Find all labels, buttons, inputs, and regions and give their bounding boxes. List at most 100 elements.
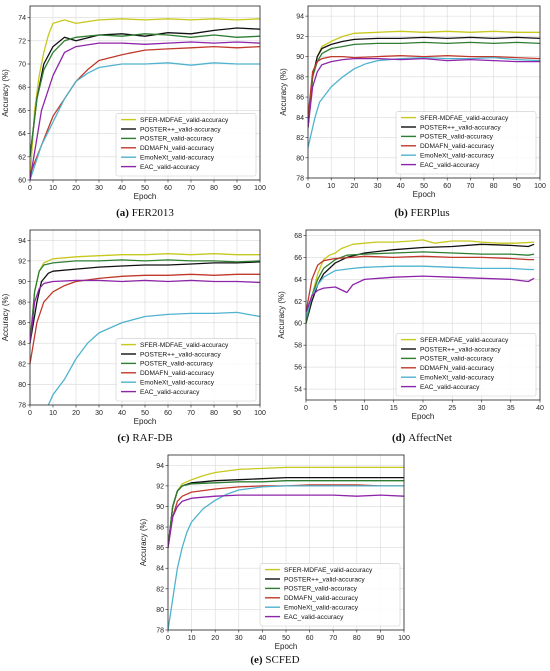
- x-tick-label: 50: [282, 635, 290, 642]
- x-tick-label: 35: [507, 405, 515, 412]
- x-tick-label: 60: [164, 410, 172, 417]
- series-line-poster-valid-accuracy: [308, 36, 540, 128]
- y-tick-label: 88: [296, 74, 304, 81]
- series-line-emonext-valid-accuracy: [168, 485, 404, 630]
- y-tick-label: 66: [18, 108, 26, 115]
- x-tick-label: 40: [259, 635, 267, 642]
- panel-caption-text: FER2013: [132, 207, 175, 219]
- series-line-ddmafn-valid-accuracy: [30, 273, 260, 364]
- x-tick-label: 0: [28, 410, 32, 417]
- y-axis-label: Accuracy (%): [1, 293, 10, 341]
- x-tick-label: 20: [211, 635, 219, 642]
- series-line-poster-valid-accuracy: [30, 27, 260, 157]
- x-tick-label: 70: [467, 183, 475, 190]
- x-tick-label: 30: [235, 635, 243, 642]
- x-tick-label: 0: [306, 183, 310, 190]
- x-tick-label: 50: [141, 410, 149, 417]
- x-tick-label: 80: [490, 183, 498, 190]
- y-tick-label: 82: [156, 586, 164, 593]
- x-tick-label: 20: [351, 183, 359, 190]
- x-tick-label: 30: [95, 185, 103, 192]
- chart-rafdb: 0 10 20 30 40 50 60 70 80 90 100 78 80 82 84 86 88 90 92 94…: [1, 229, 266, 444]
- panel-caption: (d) AffectNet: [392, 432, 452, 444]
- series-line-poster-valid-accuracy: [306, 251, 535, 324]
- panel-caption-letter: (e): [250, 654, 265, 666]
- x-tick-label: 70: [187, 410, 195, 417]
- series-line-ddmafn-valid-accuracy: [308, 54, 540, 118]
- x-tick-label: 30: [374, 183, 382, 190]
- y-tick-label: 64: [18, 131, 26, 138]
- panel-caption: (c) RAF-DB: [117, 432, 172, 444]
- y-tick-label: 92: [296, 34, 304, 41]
- legend-entry: DDMAFN_valid-accuracy: [420, 143, 495, 150]
- legend-entry: EAC_valid-accuracy: [140, 389, 200, 396]
- y-tick-label: 86: [296, 95, 304, 102]
- x-tick-label: 80: [353, 635, 361, 642]
- panel-caption-letter: (b): [394, 207, 410, 219]
- legend: SFER-MDFAE_valid-accuracy POSTER++_valid-…: [395, 111, 537, 175]
- y-tick-label: 82: [296, 135, 304, 142]
- legend-entry: EAC_valid-accuracy: [420, 384, 480, 391]
- y-tick-label: 84: [18, 341, 26, 348]
- x-tick-label: 40: [397, 183, 405, 190]
- y-tick-label: 86: [18, 320, 26, 327]
- y-tick-label: 92: [18, 258, 26, 265]
- legend-entry: POSTER_valid-accuracy: [140, 361, 214, 368]
- series-group: [30, 253, 260, 405]
- series-line-sfer-mdfae-valid-accuracy: [306, 239, 535, 324]
- series-line-ddmafn-valid-accuracy: [30, 45, 260, 175]
- x-tick-label: 60: [164, 185, 172, 192]
- series-line-ddmafn-valid-accuracy: [306, 255, 535, 313]
- x-tick-label: 100: [254, 185, 266, 192]
- legend: SFER-MDFAE_valid-accuracy POSTER++_valid-…: [259, 563, 401, 627]
- x-tick-label: 40: [536, 405, 544, 412]
- legend-entry: DDMAFN_valid-accuracy: [420, 365, 495, 372]
- x-tick-label: 50: [420, 183, 428, 190]
- x-tick-label: 80: [210, 410, 218, 417]
- legend-entry: EAC_valid-accuracy: [140, 164, 200, 171]
- y-tick-label: 80: [156, 607, 164, 614]
- legend-entry: SFER-MDFAE_valid-accuracy: [284, 567, 373, 574]
- y-tick-label: 90: [156, 504, 164, 511]
- x-tick-label: 60: [443, 183, 451, 190]
- y-axis-label: Accuracy (%): [1, 69, 10, 117]
- legend-entry: SFER-MDFAE_valid-accuracy: [140, 117, 229, 124]
- series-line-poster-valid-accuracy: [168, 480, 404, 548]
- x-tick-label: 15: [390, 405, 398, 412]
- x-tick-label: 100: [534, 183, 546, 190]
- x-tick-label: 90: [233, 410, 241, 417]
- x-tick-label: 20: [72, 410, 80, 417]
- series-line-eac-valid-accuracy: [308, 57, 540, 128]
- legend-entry: EAC_valid-accuracy: [284, 614, 344, 621]
- chart-affectnet: 0 5 10 15 20 25 30 35 40 54 56 58 60 62 64 66 68 Epoch Acc…: [277, 229, 544, 444]
- legend-box: [395, 111, 537, 175]
- x-tick-label: 20: [72, 185, 80, 192]
- legend-entry: EAC_valid-accuracy: [420, 162, 480, 169]
- x-axis-label: Epoch: [134, 192, 157, 201]
- y-tick-label: 90: [18, 279, 26, 286]
- y-tick-label: 90: [296, 54, 304, 61]
- series-group: [308, 30, 540, 148]
- legend-entry: POSTER++_valid-accuracy: [140, 351, 221, 358]
- y-tick-label: 56: [294, 365, 302, 372]
- x-tick-label: 25: [448, 405, 456, 412]
- legend: SFER-MDFAE_valid-accuracy POSTER++_valid-…: [115, 113, 257, 177]
- series-line-emonext-valid-accuracy: [30, 62, 260, 180]
- x-tick-label: 30: [95, 410, 103, 417]
- y-tick-label: 92: [156, 483, 164, 490]
- series-line-ddmafn-valid-accuracy: [168, 484, 404, 548]
- y-tick-label: 78: [296, 176, 304, 183]
- legend-entry: POSTER_valid-accuracy: [420, 356, 494, 363]
- x-tick-label: 10: [49, 410, 57, 417]
- chart-scfed: 0 10 20 30 40 50 60 70 80 90 100 78 80 82 84 86 88 90 92 94…: [139, 454, 410, 666]
- legend-entry: EmoNeXt_valid-accuracy: [420, 153, 495, 160]
- y-tick-label: 68: [294, 233, 302, 240]
- legend-entry: DDMAFN_valid-accuracy: [140, 370, 215, 377]
- y-tick-label: 70: [18, 62, 26, 69]
- x-axis-label: Epoch: [275, 642, 298, 651]
- series-line-emonext-valid-accuracy: [308, 56, 540, 148]
- y-tick-label: 78: [156, 628, 164, 635]
- x-tick-label: 5: [333, 405, 337, 412]
- legend-entry: EmoNeXt_valid-accuracy: [140, 380, 215, 387]
